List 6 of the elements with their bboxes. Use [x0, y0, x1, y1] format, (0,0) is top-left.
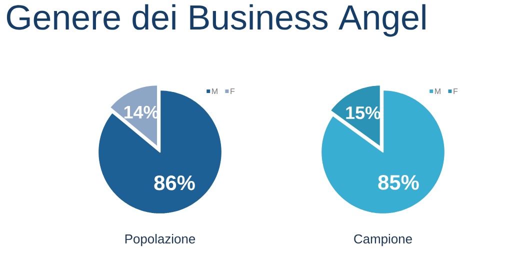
data-label: 86% [154, 175, 195, 190]
data-label: 85% [378, 174, 419, 190]
data-label: 15% [346, 106, 380, 120]
chart-title: Genere dei Business Angel [6, 4, 426, 37]
text: Popolazione [125, 234, 196, 246]
text: Campione [354, 234, 412, 246]
